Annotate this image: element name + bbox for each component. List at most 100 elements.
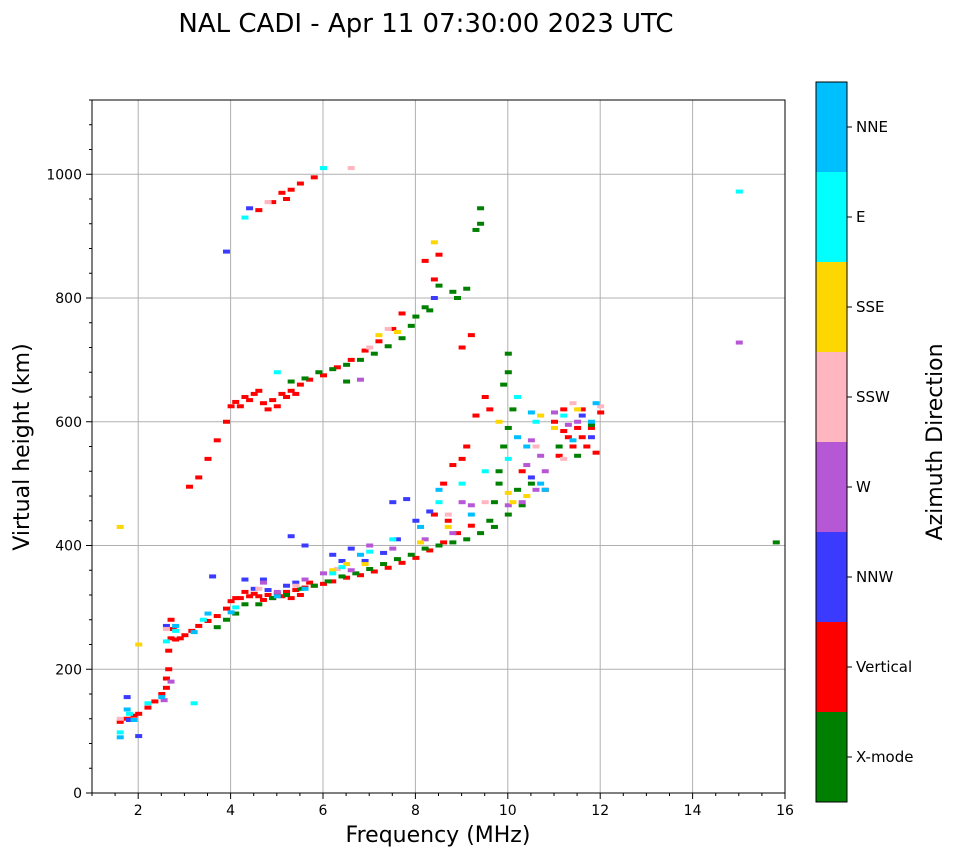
echo-point: [296, 382, 304, 387]
x-tick-label: 16: [776, 803, 794, 819]
echo-point: [430, 277, 438, 282]
plot-marks: [116, 166, 780, 740]
echo-point: [273, 404, 281, 409]
echo-point: [514, 395, 522, 399]
x-tick-label: 8: [411, 803, 420, 819]
colorbar-tick-label: E: [856, 208, 865, 226]
colorbar-tick-label: X-mode: [856, 748, 913, 766]
echo-point: [287, 388, 295, 393]
echo-point: [315, 370, 323, 375]
echo-point: [292, 583, 300, 588]
echo-point: [292, 580, 300, 585]
echo-point: [116, 719, 124, 724]
echo-point: [495, 481, 503, 486]
plot-area-frame: [91, 99, 786, 794]
echo-point: [273, 594, 281, 599]
echo-point: [329, 568, 337, 573]
echo-point: [735, 189, 743, 194]
echo-point: [190, 701, 198, 706]
echo-point: [278, 391, 286, 396]
echo-point: [320, 373, 327, 378]
echo-point: [172, 623, 180, 628]
echo-point: [241, 589, 249, 594]
echo-point: [343, 379, 351, 384]
colorbar: X-mode Vertical NNW W SSW SSE E NNE: [815, 81, 913, 803]
echo-point: [518, 500, 526, 505]
colorbar-tick-label: SSE: [856, 298, 885, 316]
echo-point: [125, 711, 133, 716]
echo-point: [426, 509, 434, 514]
echo-point: [587, 435, 595, 440]
echo-point: [449, 289, 457, 294]
echo-point: [176, 636, 184, 641]
echo-point: [467, 503, 475, 508]
y-tick-label: 800: [55, 291, 82, 307]
echo-point: [527, 481, 535, 486]
echo-point: [592, 450, 600, 455]
echo-point: [504, 512, 512, 517]
echo-point: [380, 562, 388, 567]
echo-point: [551, 425, 558, 430]
echo-point: [306, 377, 314, 382]
echo-point: [283, 395, 291, 399]
colorbar-tick-label: Vertical: [856, 658, 912, 676]
echo-point: [287, 379, 295, 384]
echo-point: [130, 717, 138, 722]
echo-point: [495, 469, 503, 474]
echo-point: [232, 611, 240, 616]
echo-point: [167, 636, 175, 641]
echo-point: [477, 221, 485, 226]
echo-point: [527, 410, 535, 415]
echo-point: [329, 571, 337, 576]
echo-point: [560, 456, 568, 461]
echo-point: [232, 399, 240, 404]
echo-point: [361, 562, 369, 567]
echo-point: [486, 518, 494, 523]
echo-point: [435, 500, 443, 505]
echo-point: [587, 419, 595, 424]
echo-point: [356, 573, 364, 578]
x-tick-label: 6: [319, 803, 328, 819]
colorbar-label: Azimuth Direction: [923, 343, 948, 540]
echo-point: [463, 286, 471, 291]
echo-point: [301, 376, 309, 381]
echo-point: [151, 699, 159, 704]
echo-point: [283, 593, 291, 597]
echo-point: [162, 685, 170, 690]
echo-point: [435, 252, 443, 257]
echo-point: [564, 422, 572, 427]
echo-point: [273, 589, 281, 594]
echo-point: [213, 438, 221, 443]
x-tick-label: 10: [499, 803, 517, 819]
echo-point: [574, 453, 582, 458]
echo-point: [209, 574, 217, 579]
echo-point: [329, 367, 337, 372]
echo-point: [324, 579, 332, 584]
echo-point: [532, 419, 540, 424]
y-tick-label: 1000: [46, 167, 82, 183]
echo-point: [537, 481, 545, 486]
echo-point: [296, 586, 304, 591]
echo-point: [444, 518, 452, 523]
echo-point: [338, 558, 346, 563]
echo-point: [375, 333, 383, 338]
echo-point: [162, 639, 170, 644]
echo-point: [393, 557, 401, 562]
echo-point: [195, 623, 203, 628]
echo-point: [232, 605, 240, 610]
echo-point: [356, 357, 364, 362]
echo-point: [435, 487, 443, 492]
echo-point: [384, 565, 392, 570]
echo-point: [333, 567, 341, 572]
echo-point: [135, 711, 143, 716]
echo-point: [467, 512, 475, 517]
x-tick-label: 4: [226, 803, 235, 819]
echo-point: [250, 591, 258, 596]
echo-point: [458, 481, 466, 486]
colorbar-segment: [816, 622, 847, 712]
echo-point: [246, 206, 254, 211]
grid-lines: [92, 100, 786, 794]
echo-point: [199, 617, 207, 622]
echo-point: [162, 627, 170, 632]
